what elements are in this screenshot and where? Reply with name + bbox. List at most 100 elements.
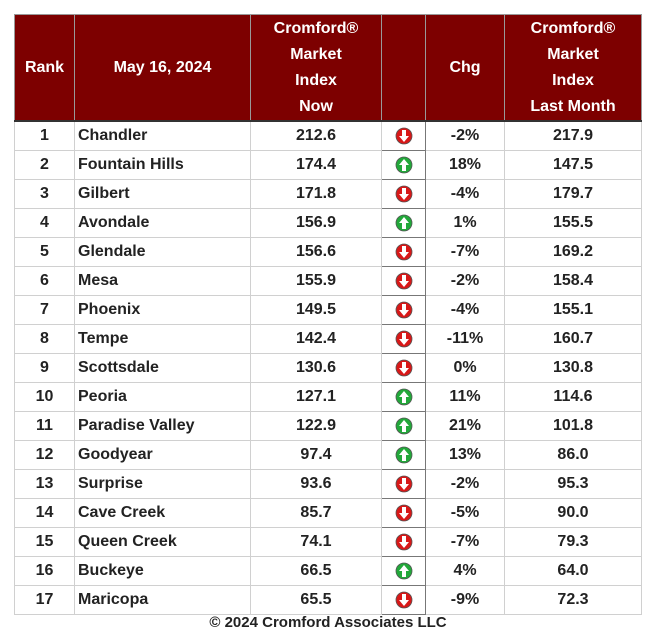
arrow-cell — [381, 440, 426, 470]
arrow-cell — [381, 353, 426, 383]
header-row: Rank May 16, 2024 Cromford® Market Index N… — [14, 14, 642, 122]
index-now: 174.4 — [250, 150, 382, 180]
change: -4% — [425, 179, 505, 209]
trend-arrow-down — [395, 591, 412, 609]
rank: 5 — [14, 237, 75, 267]
index-last-month: 179.7 — [504, 179, 642, 209]
table-row: 15 Queen Creek 74.1 -7% 79.3 — [14, 527, 642, 557]
trend-arrow-up — [395, 562, 412, 580]
trend-arrow-up — [395, 446, 412, 464]
index-last-month: 147.5 — [504, 150, 642, 180]
table-row: 10 Peoria 127.1 11% 114.6 — [14, 382, 642, 412]
change: 1% — [425, 208, 505, 238]
rank: 1 — [14, 120, 75, 151]
index-last-month: 217.9 — [504, 120, 642, 151]
trend-arrow-down — [395, 533, 412, 551]
arrow-cell — [381, 295, 426, 325]
index-last-month: 90.0 — [504, 498, 642, 528]
change: 0% — [425, 353, 505, 383]
city: Fountain Hills — [74, 150, 251, 180]
footer: © 2024 Cromford Associates LLC — [209, 614, 447, 631]
index-last-month: 155.5 — [504, 208, 642, 238]
table-row: 7 Phoenix 149.5 -4% 155.1 — [14, 295, 642, 325]
index-now: 97.4 — [250, 440, 382, 470]
rank: 16 — [14, 556, 75, 586]
rank: 17 — [14, 585, 75, 615]
change: -4% — [425, 295, 505, 325]
arrow-cell — [381, 585, 426, 615]
arrow-cell — [381, 120, 426, 151]
arrow-cell — [381, 527, 426, 557]
city: Surprise — [74, 469, 251, 499]
city: Maricopa — [74, 585, 251, 615]
index-now: 66.5 — [250, 556, 382, 586]
rank: 11 — [14, 411, 75, 441]
index-last-month: 101.8 — [504, 411, 642, 441]
trend-arrow-down — [395, 330, 412, 348]
city: Goodyear — [74, 440, 251, 470]
index-now: 156.9 — [250, 208, 382, 238]
index-now: 85.7 — [250, 498, 382, 528]
change: -2% — [425, 120, 505, 151]
rank: 8 — [14, 324, 75, 354]
trend-arrow-up — [395, 388, 412, 406]
table-row: 6 Mesa 155.9 -2% 158.4 — [14, 266, 642, 296]
rank: 9 — [14, 353, 75, 383]
arrow-cell — [381, 179, 426, 209]
index-now: 156.6 — [250, 237, 382, 267]
index-now: 130.6 — [250, 353, 382, 383]
index-now: 93.6 — [250, 469, 382, 499]
arrow-cell — [381, 498, 426, 528]
arrow-cell — [381, 556, 426, 586]
arrow-cell — [381, 237, 426, 267]
table-row: 2 Fountain Hills 174.4 18% 147.5 — [14, 150, 642, 180]
index-now: 155.9 — [250, 266, 382, 296]
change: -2% — [425, 266, 505, 296]
rank: 10 — [14, 382, 75, 412]
city: Cave Creek — [74, 498, 251, 528]
column-header: May 16, 2024 — [74, 14, 251, 122]
column-header: Cromford® Market Index Last Month — [504, 14, 642, 122]
trend-arrow-up — [395, 214, 412, 232]
arrow-cell — [381, 266, 426, 296]
index-last-month: 64.0 — [504, 556, 642, 586]
table-row: 11 Paradise Valley 122.9 21% 101.8 — [14, 411, 642, 441]
index-last-month: 114.6 — [504, 382, 642, 412]
index-last-month: 72.3 — [504, 585, 642, 615]
city: Chandler — [74, 120, 251, 151]
city: Scottsdale — [74, 353, 251, 383]
trend-arrow-down — [395, 243, 412, 261]
trend-arrow-down — [395, 504, 412, 522]
city: Avondale — [74, 208, 251, 238]
table-row: 4 Avondale 156.9 1% 155.5 — [14, 208, 642, 238]
table-row: 17 Maricopa 65.5 -9% 72.3 — [14, 585, 642, 615]
index-now: 122.9 — [250, 411, 382, 441]
city: Queen Creek — [74, 527, 251, 557]
change: -2% — [425, 469, 505, 499]
index-now: 142.4 — [250, 324, 382, 354]
index-now: 149.5 — [250, 295, 382, 325]
column-header: Rank — [14, 14, 75, 122]
rank: 2 — [14, 150, 75, 180]
table-row: 14 Cave Creek 85.7 -5% 90.0 — [14, 498, 642, 528]
trend-arrow-down — [395, 301, 412, 319]
change: -9% — [425, 585, 505, 615]
rank: 7 — [14, 295, 75, 325]
column-header: Chg — [425, 14, 505, 122]
trend-arrow-up — [395, 156, 412, 174]
change: 13% — [425, 440, 505, 470]
rank: 13 — [14, 469, 75, 499]
rank: 6 — [14, 266, 75, 296]
change: 21% — [425, 411, 505, 441]
table-row: 9 Scottsdale 130.6 0% 130.8 — [14, 353, 642, 383]
rank: 14 — [14, 498, 75, 528]
table-row: 5 Glendale 156.6 -7% 169.2 — [14, 237, 642, 267]
rank: 12 — [14, 440, 75, 470]
trend-arrow-down — [395, 127, 412, 145]
index-last-month: 158.4 — [504, 266, 642, 296]
index-last-month: 160.7 — [504, 324, 642, 354]
change: -11% — [425, 324, 505, 354]
arrow-cell — [381, 208, 426, 238]
index-now: 212.6 — [250, 120, 382, 151]
